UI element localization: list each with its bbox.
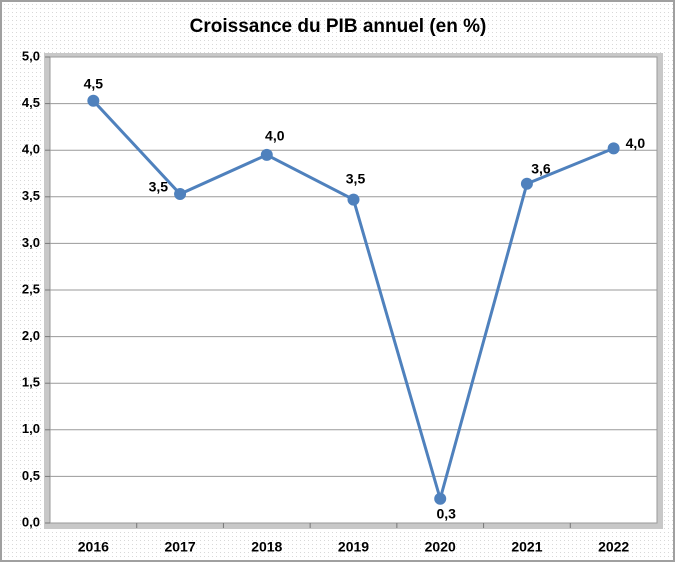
y-tick-label: 0,0 (22, 514, 40, 529)
data-label: 4,0 (265, 128, 285, 144)
y-tick-label: 3,0 (22, 235, 40, 250)
data-point (434, 492, 447, 505)
y-tick-label: 2,5 (22, 281, 40, 296)
x-tick-label: 2017 (164, 539, 195, 555)
data-label: 3,5 (346, 170, 366, 186)
x-tick-label: 2016 (78, 539, 109, 555)
y-tick-label: 4,5 (22, 95, 40, 110)
x-tick-label: 2021 (511, 539, 542, 555)
y-tick-label: 1,5 (22, 375, 40, 390)
y-tick-label: 4,0 (22, 142, 40, 157)
y-tick-label: 2,0 (22, 328, 40, 343)
y-tick-label: 1,0 (22, 421, 40, 436)
x-tick-label: 2019 (338, 539, 369, 555)
data-label: 4,0 (626, 135, 646, 151)
data-point (87, 94, 100, 107)
x-tick-label: 2022 (598, 539, 629, 555)
data-point (347, 193, 360, 206)
y-tick-label: 5,0 (22, 48, 40, 63)
data-point (607, 142, 620, 155)
data-label: 4,5 (84, 76, 104, 92)
data-label: 3,6 (531, 160, 551, 176)
data-point (174, 188, 187, 201)
x-tick-label: 2020 (425, 539, 456, 555)
data-point (520, 177, 533, 190)
y-tick-label: 0,5 (22, 468, 40, 483)
data-label: 3,5 (149, 179, 169, 195)
y-tick-label: 3,5 (22, 188, 40, 203)
data-label: 0,3 (436, 505, 456, 521)
chart-title: Croissance du PIB annuel (en %) (190, 16, 487, 37)
x-tick-label: 2018 (251, 539, 282, 555)
data-point (260, 148, 273, 161)
